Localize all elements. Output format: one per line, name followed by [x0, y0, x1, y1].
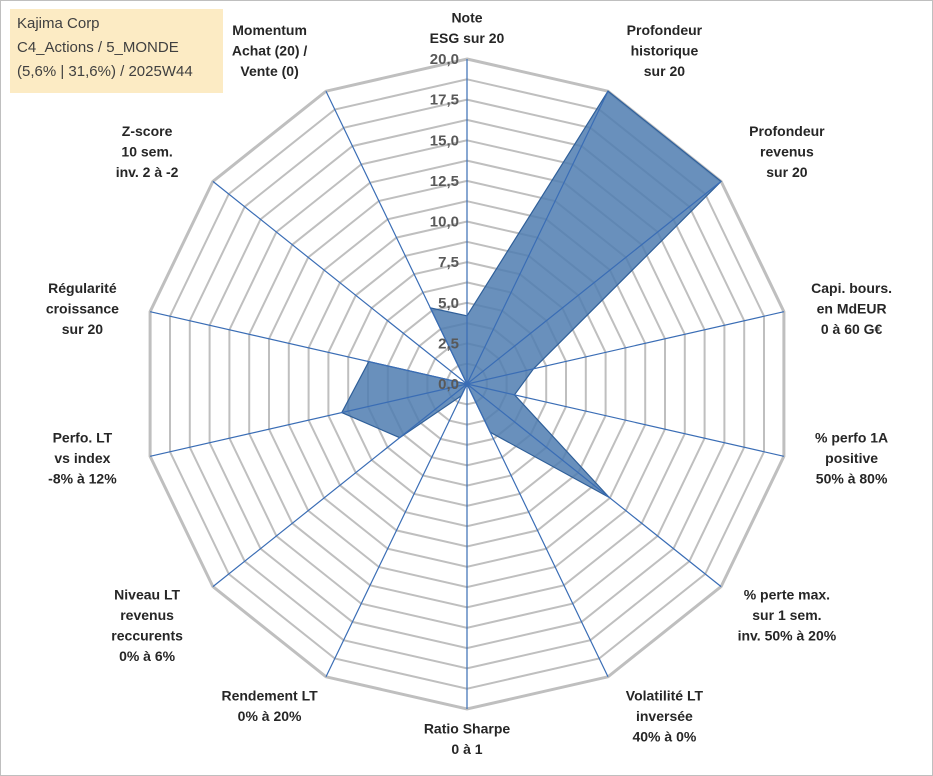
axis-spoke [325, 383, 468, 678]
axis-label-line: inv. 2 à -2 [116, 164, 179, 180]
axis-label-line: sur 20 [644, 63, 685, 79]
axis-spoke [325, 90, 468, 385]
axis-labels: Note ESG sur 20 Profondeur historique sur 20… [46, 10, 892, 758]
axis-label-line: -8% à 12% [48, 470, 117, 486]
axis-label-line: Momentum [232, 22, 307, 38]
series-area [340, 90, 722, 499]
axis-label-line: Profondeur [627, 22, 703, 38]
tick-labels: 0,0 2,5 5,0 7,5 10,0 12,5 15,0 17,5 20,0 [430, 51, 459, 393]
axis-label-line: Volatilité LT [626, 687, 704, 703]
axis-label: Régularité croissance sur 20 [46, 280, 119, 337]
axis-label: % perte max. sur 1 sem. inv. 50% à 20% [738, 586, 837, 643]
axis-label-line: 0% à 20% [238, 708, 302, 724]
axis-label-line: Capi. bours. [811, 280, 892, 296]
axis-label-line: 0% à 6% [119, 648, 176, 664]
series [340, 90, 722, 499]
tick-label: 20,0 [430, 51, 459, 68]
tick-label: 7,5 [438, 254, 459, 271]
axis-spoke [466, 90, 609, 385]
axis-label: Ratio Sharpe 0 à 1 [424, 721, 511, 758]
tick-label: 12,5 [430, 173, 459, 190]
axis-label-line: positive [825, 450, 878, 466]
axis-label-line: 50% à 80% [816, 470, 888, 486]
axis-spoke [466, 383, 722, 588]
info-stats: (5,6% | 31,6%) / 2025W44 [17, 63, 193, 80]
axis-label: Profondeur revenus sur 20 [749, 123, 825, 180]
axis-label-line: Régularité [48, 280, 117, 296]
axis-label-line: % perfo 1A [815, 429, 888, 445]
tick-label: 0,0 [438, 376, 459, 393]
axis-label-line: croissance [46, 301, 119, 317]
axis-spoke [466, 383, 785, 457]
tick-label: 10,0 [430, 214, 459, 231]
axis-label-line: % perte max. [744, 586, 830, 602]
axis-spoke [212, 383, 468, 588]
axis-label: % perfo 1A positive 50% à 80% [815, 429, 888, 486]
info-portfolio: C4_Actions / 5_MONDE [17, 39, 179, 56]
axis-label-line: Achat (20) / [232, 43, 308, 59]
axis-label-line: Perfo. LT [53, 429, 113, 445]
axis-label-line: en MdEUR [817, 301, 887, 317]
axis-label-line: 40% à 0% [632, 728, 696, 744]
axis-label-line: vs index [54, 450, 110, 466]
axis-label-line: inv. 50% à 20% [738, 627, 837, 643]
axis-label: Perfo. LT vs index -8% à 12% [48, 429, 117, 486]
axis-label-line: Profondeur [749, 123, 825, 139]
axis-label-line: Vente (0) [240, 63, 298, 79]
axis-spoke [466, 383, 609, 678]
axis-label: Note ESG sur 20 [430, 10, 505, 47]
axis-label: Profondeur historique sur 20 [627, 22, 703, 79]
axis-label: Rendement LT 0% à 20% [221, 687, 318, 724]
axis-label: Z-score 10 sem. inv. 2 à -2 [116, 123, 179, 180]
axis-label-line: ESG sur 20 [430, 30, 505, 46]
axis-label-line: Ratio Sharpe [424, 721, 511, 737]
axis-label: Capi. bours. en MdEUR 0 à 60 G€ [811, 280, 892, 337]
axis-label-line: 0 à 60 G€ [821, 321, 883, 337]
axis-label: Momentum Achat (20) / Vente (0) [232, 22, 308, 79]
axis-label-line: historique [631, 43, 699, 59]
spokes [149, 59, 785, 709]
axis-label-line: revenus [120, 607, 174, 623]
tick-label: 17,5 [430, 92, 459, 109]
axis-label-line: sur 20 [62, 321, 103, 337]
tick-label: 2,5 [438, 335, 459, 352]
axis-label-line: 10 sem. [121, 144, 172, 160]
info-box: Kajima Corp C4_Actions / 5_MONDE (5,6% |… [10, 9, 223, 93]
axis-label-line: 0 à 1 [451, 741, 482, 757]
info-company: Kajima Corp [17, 15, 100, 32]
tick-label: 5,0 [438, 295, 459, 312]
tick-label: 15,0 [430, 132, 459, 149]
axis-spoke [466, 180, 722, 385]
axis-label-line: Note [451, 10, 482, 26]
axis-label-line: Niveau LT [114, 586, 180, 602]
axis-spoke [149, 311, 468, 385]
axis-label-line: reccurents [111, 627, 183, 643]
axis-spoke [466, 311, 785, 385]
axis-label: Niveau LT revenus reccurents 0% à 6% [111, 586, 183, 664]
axis-label-line: Rendement LT [221, 687, 318, 703]
axis-label-line: revenus [760, 144, 814, 160]
axis-spoke [212, 180, 468, 385]
axis-label-line: inversée [636, 708, 693, 724]
axis-label-line: Z-score [122, 123, 173, 139]
axis-spoke [149, 383, 468, 457]
axis-label-line: sur 1 sem. [752, 607, 821, 623]
axis-label: Volatilité LT inversée 40% à 0% [626, 687, 704, 744]
axis-label-line: sur 20 [766, 164, 807, 180]
